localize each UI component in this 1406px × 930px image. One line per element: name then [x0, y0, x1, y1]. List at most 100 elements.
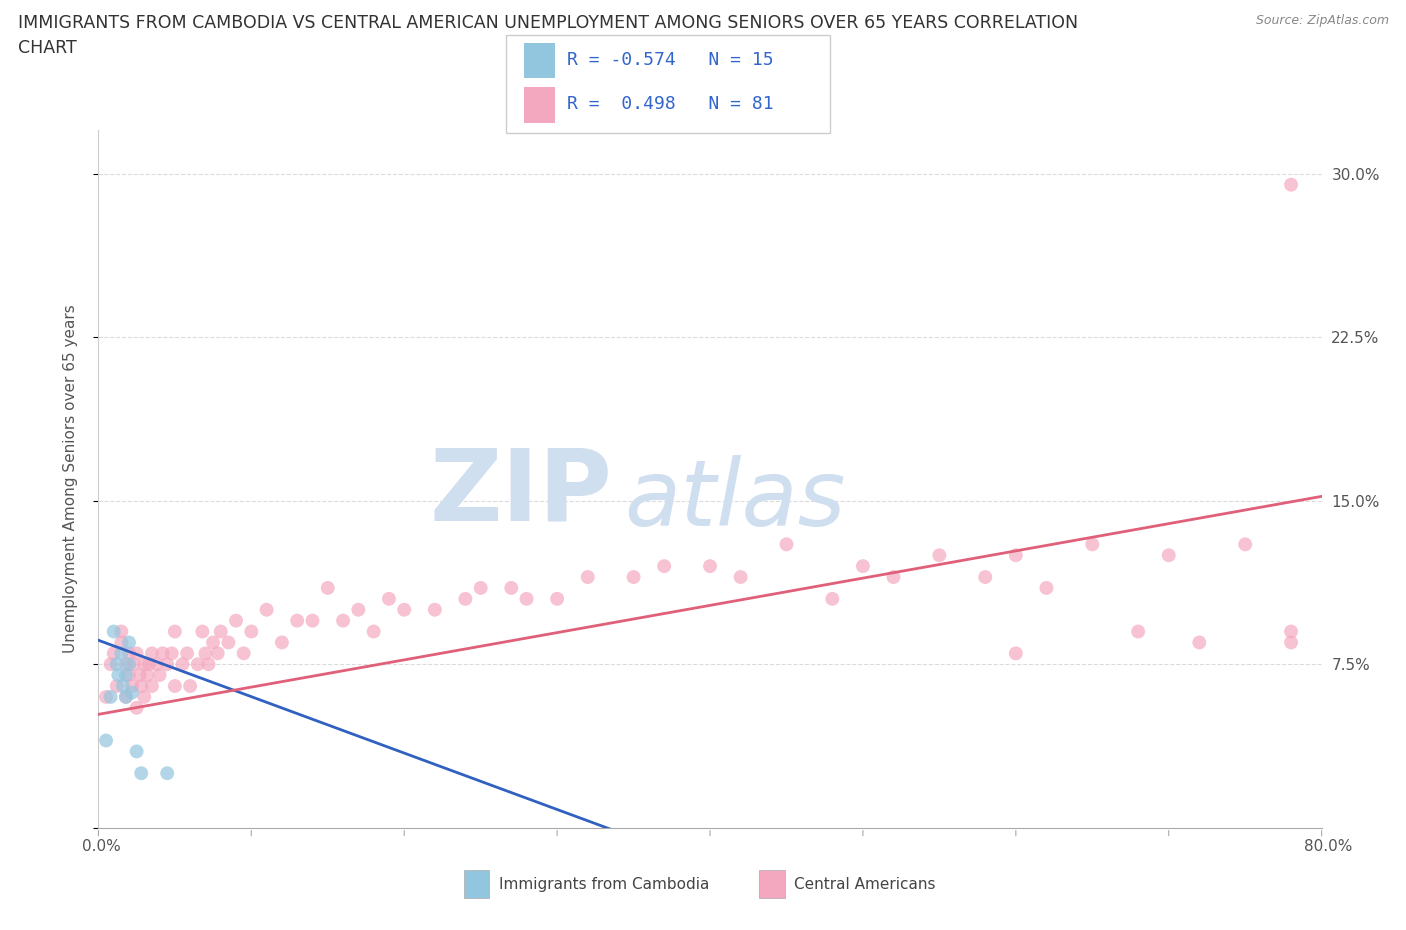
Point — [103, 624, 125, 639]
Point — [128, 668, 150, 683]
Point — [217, 635, 239, 650]
Point — [852, 559, 875, 574]
Point — [1279, 635, 1302, 650]
Point — [623, 569, 645, 584]
Text: ZIP: ZIP — [429, 445, 612, 541]
Point — [516, 591, 538, 606]
Point — [546, 591, 568, 606]
Point — [1234, 537, 1257, 551]
Point — [285, 613, 308, 628]
Point — [652, 559, 675, 574]
Point — [197, 657, 219, 671]
Point — [347, 603, 370, 618]
Point — [134, 657, 156, 671]
Point — [928, 548, 950, 563]
Point — [172, 657, 194, 671]
Point — [363, 624, 385, 639]
Point — [392, 603, 416, 618]
Point — [138, 657, 160, 671]
Point — [301, 613, 323, 628]
Text: R = -0.574   N = 15: R = -0.574 N = 15 — [567, 51, 773, 69]
Point — [145, 657, 167, 671]
Point — [332, 613, 354, 628]
Point — [110, 624, 132, 639]
Point — [105, 657, 128, 671]
Point — [118, 635, 141, 650]
Point — [125, 700, 148, 715]
Point — [121, 685, 143, 700]
Point — [94, 689, 117, 704]
Point — [163, 679, 186, 694]
Point — [156, 657, 179, 671]
Point — [103, 646, 125, 661]
Point — [1035, 580, 1057, 595]
Point — [883, 569, 905, 584]
Point — [110, 635, 132, 650]
Point — [191, 624, 214, 639]
Point — [240, 624, 263, 639]
Point — [125, 744, 148, 759]
Point — [187, 657, 209, 671]
Point — [176, 646, 198, 661]
Point — [775, 537, 797, 551]
Point — [160, 646, 183, 661]
Point — [105, 679, 128, 694]
Point — [1279, 178, 1302, 193]
Point — [209, 624, 232, 639]
Text: atlas: atlas — [624, 455, 846, 545]
Point — [1279, 624, 1302, 639]
Point — [111, 679, 134, 694]
Text: 0.0%: 0.0% — [82, 839, 121, 854]
Text: Immigrants from Cambodia: Immigrants from Cambodia — [499, 877, 710, 892]
Point — [179, 679, 201, 694]
Point — [118, 657, 141, 671]
Point — [118, 646, 141, 661]
Point — [1081, 537, 1104, 551]
Point — [232, 646, 254, 661]
Point — [118, 668, 141, 683]
Point — [141, 646, 163, 661]
Text: 80.0%: 80.0% — [1305, 839, 1353, 854]
Point — [501, 580, 523, 595]
Point — [152, 646, 174, 661]
Point — [115, 689, 138, 704]
Point — [115, 657, 138, 671]
Point — [136, 668, 159, 683]
Point — [163, 624, 186, 639]
Point — [1004, 548, 1026, 563]
Point — [1128, 624, 1150, 639]
Point — [470, 580, 492, 595]
Text: R =  0.498   N = 81: R = 0.498 N = 81 — [567, 95, 773, 113]
Point — [110, 646, 132, 661]
Point — [149, 668, 172, 683]
Point — [821, 591, 844, 606]
Text: Central Americans: Central Americans — [794, 877, 936, 892]
Point — [576, 569, 599, 584]
Point — [207, 646, 229, 661]
Point — [107, 668, 129, 683]
Text: IMMIGRANTS FROM CAMBODIA VS CENTRAL AMERICAN UNEMPLOYMENT AMONG SENIORS OVER 65 : IMMIGRANTS FROM CAMBODIA VS CENTRAL AMER… — [18, 14, 1078, 32]
Point — [141, 679, 163, 694]
Point — [1188, 635, 1211, 650]
Point — [115, 668, 138, 683]
Text: CHART: CHART — [18, 39, 77, 57]
Point — [100, 689, 122, 704]
Point — [316, 580, 339, 595]
Point — [94, 733, 117, 748]
Point — [134, 689, 156, 704]
Text: Source: ZipAtlas.com: Source: ZipAtlas.com — [1256, 14, 1389, 27]
Point — [202, 635, 225, 650]
Point — [423, 603, 446, 618]
Point — [115, 689, 138, 704]
Point — [699, 559, 721, 574]
Point — [129, 679, 152, 694]
Point — [974, 569, 997, 584]
Point — [156, 765, 179, 780]
Point — [730, 569, 752, 584]
Point — [378, 591, 401, 606]
Point — [270, 635, 292, 650]
Point — [100, 657, 122, 671]
Point — [129, 765, 152, 780]
Point — [256, 603, 278, 618]
Point — [1157, 548, 1180, 563]
